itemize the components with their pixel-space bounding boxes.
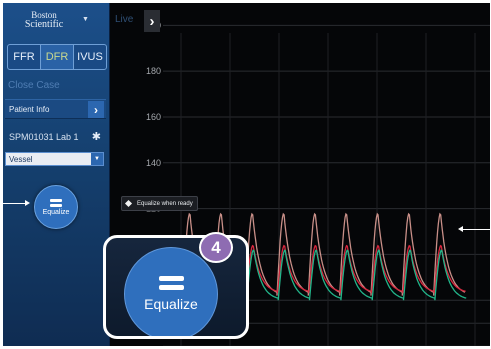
step-badge: 4 — [199, 232, 233, 263]
equalize-icon — [158, 276, 184, 290]
close-case-button[interactable]: Close Case — [8, 80, 60, 91]
equalize-tooltip: Equalize when ready — [121, 196, 198, 211]
annotation-arrow-left — [0, 200, 30, 206]
equalize-icon — [50, 198, 62, 207]
vessel-select[interactable]: Vessel ▼ — [5, 152, 104, 166]
brand-logo: Boston Scientific — [24, 10, 64, 30]
tooltip-text: Equalize when ready — [137, 200, 193, 207]
annotation-arrow-right — [458, 226, 491, 232]
tab-dfr[interactable]: DFR — [41, 45, 74, 69]
equalize-label-zoomed: Equalize — [144, 296, 198, 312]
live-label: Live — [115, 14, 134, 25]
chevron-right-icon: › — [149, 12, 155, 30]
bluetooth-icon: ✱ — [91, 131, 101, 143]
mode-tabs: FFR DFR IVUS — [7, 44, 107, 70]
chevron-right-icon: › — [88, 101, 104, 118]
sidebar: Boston Scientific ▼ FFR DFR IVUS Close C… — [3, 3, 110, 346]
vessel-select-value: Vessel — [9, 154, 33, 164]
live-next-button[interactable]: › — [144, 10, 160, 32]
tab-ivus[interactable]: IVUS — [77, 51, 103, 63]
brand-menu-caret-icon[interactable]: ▼ — [82, 16, 89, 23]
tab-ffr[interactable]: FFR — [8, 45, 41, 69]
y-tick-label: 140 — [146, 158, 161, 168]
lab-connection-row[interactable]: SPM01031 Lab 1 ✱ — [5, 127, 106, 147]
chevron-down-icon: ▼ — [91, 153, 103, 165]
y-tick-label: 180 — [146, 66, 161, 76]
equalize-button-zoomed[interactable]: Equalize — [124, 247, 218, 336]
tooltip-pointer-icon — [124, 199, 133, 208]
equalize-label: Equalize — [42, 208, 70, 216]
patient-info-label: Patient Info — [9, 104, 50, 114]
y-tick-label: 160 — [146, 112, 161, 122]
lab-name: SPM01031 Lab 1 — [9, 132, 79, 142]
patient-info-row[interactable]: Patient Info › — [5, 99, 106, 119]
equalize-button[interactable]: Equalize — [34, 185, 78, 229]
